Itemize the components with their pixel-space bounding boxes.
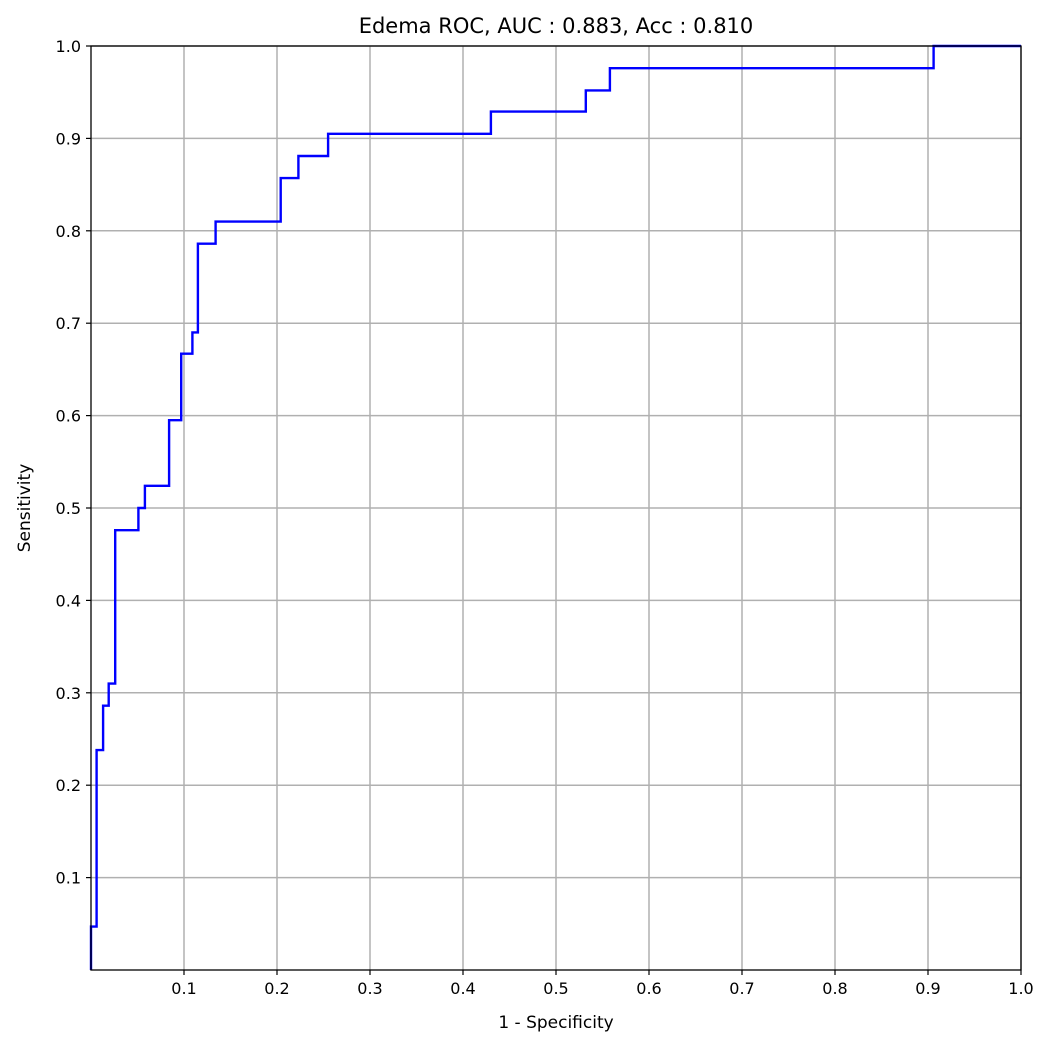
- x-tick-label: 0.1: [171, 979, 196, 998]
- y-tick-label: 0.7: [56, 314, 81, 333]
- grid-lines: [91, 45, 1022, 970]
- y-tick-label: 0.9: [56, 129, 81, 148]
- y-axis-label: Sensitivity: [15, 464, 35, 553]
- y-tick-label: 0.2: [56, 776, 81, 795]
- x-tick-label: 0.5: [543, 979, 568, 998]
- x-tick-label: 0.8: [822, 979, 847, 998]
- x-tick-label: 0.9: [915, 979, 940, 998]
- x-tick-label: 0.3: [357, 979, 382, 998]
- y-tick-label: 0.5: [56, 499, 81, 518]
- chart-title: Edema ROC, AUC : 0.883, Acc : 0.810: [359, 14, 754, 38]
- x-tick-label: 0.4: [450, 979, 475, 998]
- x-tick-label: 0.7: [729, 979, 754, 998]
- y-tick-label: 0.6: [56, 407, 81, 426]
- y-tick-label: 0.4: [56, 591, 81, 610]
- y-tick-label: 0.8: [56, 222, 81, 241]
- x-axis-label: 1 - Specificity: [498, 1013, 613, 1033]
- y-tick-label: 0.1: [56, 869, 81, 888]
- x-tick-label: 0.2: [264, 979, 289, 998]
- roc-curve: [89, 44, 1021, 970]
- x-tick-label: 1.0: [1008, 979, 1033, 998]
- y-tick-label: 1.0: [56, 37, 81, 56]
- axis-ticks: 0.1 0.2 0.3 0.4 0.5 0.6 0.7 0.8 0.9 1.0 0.1 0.2 0.3 0…: [56, 37, 1034, 998]
- x-tick-label: 0.6: [636, 979, 661, 998]
- y-tick-label: 0.3: [56, 684, 81, 703]
